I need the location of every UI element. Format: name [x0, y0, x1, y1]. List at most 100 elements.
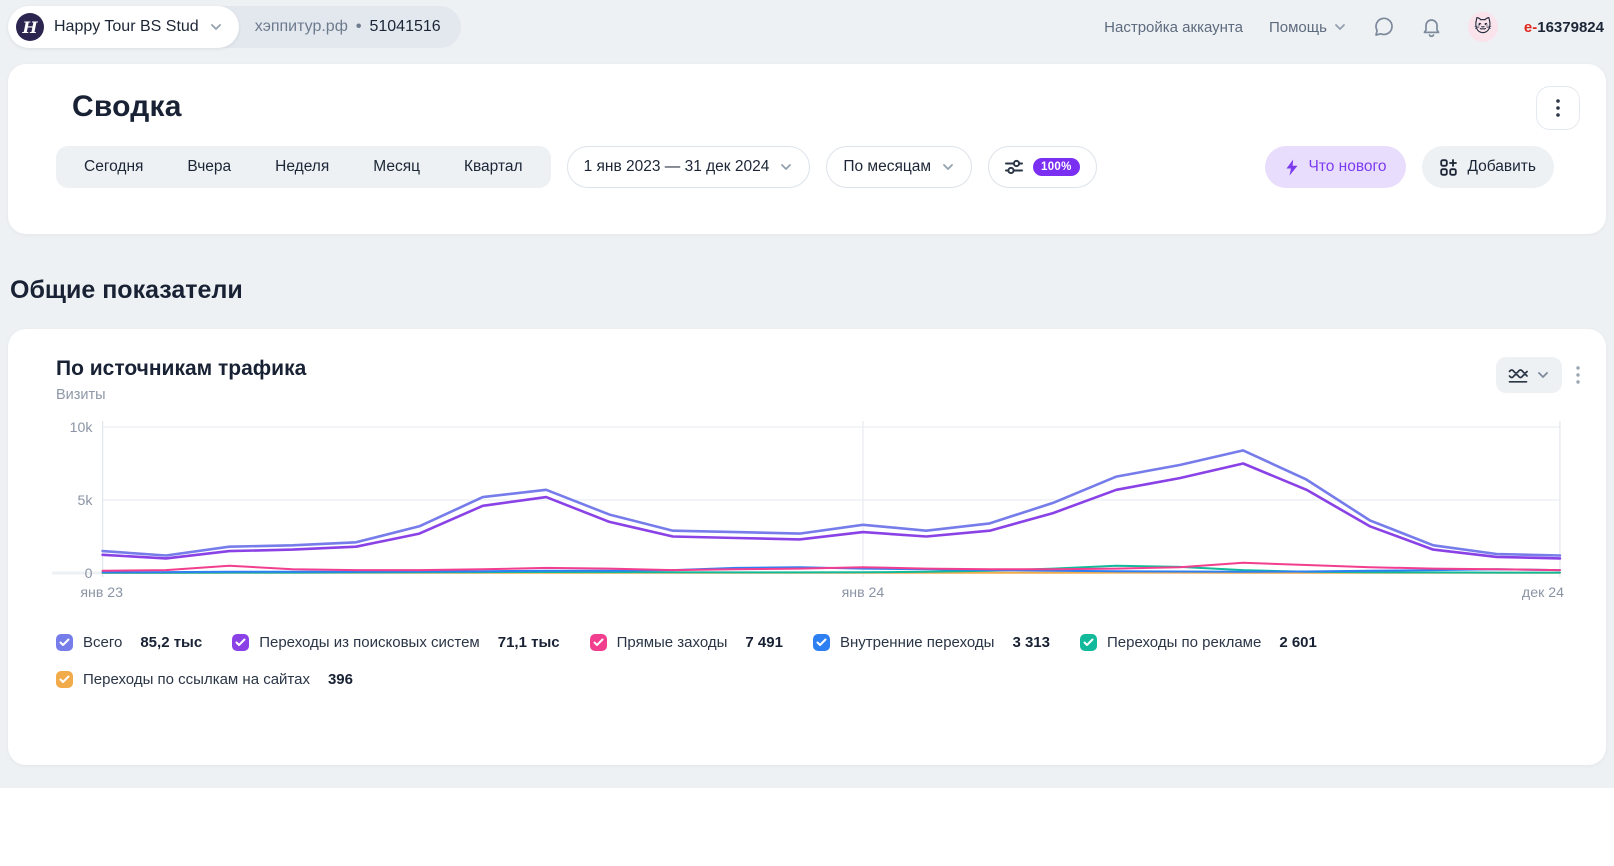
legend-checkbox[interactable]	[590, 634, 607, 651]
date-range-selector[interactable]: 1 янв 2023 — 31 дек 2024	[567, 146, 811, 188]
series-line-2	[103, 563, 1560, 571]
counter-id: 51041516	[369, 18, 440, 36]
period-tab-month[interactable]: Месяц	[351, 146, 442, 188]
counter-selector[interactable]: H Happy Tour BS Stud	[8, 6, 239, 48]
legend-checkbox[interactable]	[813, 634, 830, 651]
series-line-0	[103, 450, 1560, 555]
traffic-line-chart: 0 5k 10k янв 23 янв 24 дек 24	[52, 421, 1566, 603]
legend-item-4[interactable]: Переходы по рекламе 2 601	[1080, 634, 1317, 651]
sliders-icon	[1005, 159, 1023, 175]
whats-new-button[interactable]: Что нового	[1265, 146, 1407, 188]
legend-item-0[interactable]: Всего 85,2 тыс	[56, 634, 202, 651]
chevron-down-icon	[779, 160, 793, 174]
legend-value: 3 313	[1012, 634, 1050, 651]
summary-header-card: Сводка Сегодня Вчера Неделя Месяц Кварта…	[8, 64, 1606, 234]
legend-checkbox[interactable]	[232, 634, 249, 651]
line-chart-type-icon	[1508, 367, 1528, 384]
kebab-icon	[1556, 99, 1560, 117]
y-tick-label: 5k	[78, 492, 94, 508]
legend-value: 396	[328, 671, 353, 688]
x-tick-label: янв 23	[80, 584, 123, 600]
counter-switcher-group: H Happy Tour BS Stud хэппитур.рф • 51041…	[8, 6, 461, 48]
sampling-settings[interactable]: 100%	[988, 146, 1097, 188]
kebab-icon	[1576, 366, 1580, 384]
x-tick-label: янв 24	[842, 584, 885, 600]
help-menu[interactable]: Помощь	[1269, 19, 1347, 36]
chart-area: 0 5k 10k янв 23 янв 24 дек 24	[52, 421, 1566, 608]
check-icon	[59, 675, 70, 684]
chevron-down-icon	[941, 160, 955, 174]
help-label: Помощь	[1269, 19, 1327, 36]
legend-label: Переходы по рекламе	[1107, 634, 1261, 651]
granularity-selector[interactable]: По месяцам	[826, 146, 972, 188]
legend-label: Всего	[83, 634, 122, 651]
avatar-emoji: 🐱	[1474, 17, 1492, 37]
account-settings-link[interactable]: Настройка аккаунта	[1104, 19, 1243, 36]
legend-checkbox[interactable]	[1080, 634, 1097, 651]
legend-checkbox[interactable]	[56, 671, 73, 688]
chevron-down-icon	[209, 20, 223, 34]
sampling-badge: 100%	[1033, 158, 1080, 176]
granularity-value: По месяцам	[843, 158, 931, 176]
legend-value: 2 601	[1279, 634, 1317, 651]
summary-kebab-menu[interactable]	[1536, 86, 1580, 130]
legend-label: Переходы из поисковых систем	[259, 634, 480, 651]
page-background: H Happy Tour BS Stud хэппитур.рф • 51041…	[0, 0, 1614, 788]
legend-label: Внутренние переходы	[840, 634, 995, 651]
happy-tour-logo-icon: H	[16, 13, 44, 41]
add-label: Добавить	[1467, 158, 1536, 176]
period-tab-quarter[interactable]: Квартал	[442, 146, 545, 188]
legend-label: Переходы по ссылкам на сайтах	[83, 671, 310, 688]
chart-legend: Всего 85,2 тыс Переходы из поисковых систе…	[56, 634, 1554, 688]
check-icon	[593, 638, 604, 647]
notifications-bell-icon[interactable]	[1421, 16, 1442, 38]
legend-value: 85,2 тыс	[140, 634, 202, 651]
filter-row: Сегодня Вчера Неделя Месяц Квартал 1 янв…	[56, 146, 1554, 188]
period-tab-yesterday[interactable]: Вчера	[165, 146, 253, 188]
legend-item-5[interactable]: Переходы по ссылкам на сайтах 396	[56, 671, 353, 688]
chart-subtitle: Визиты	[56, 387, 306, 403]
user-avatar[interactable]: 🐱	[1468, 12, 1498, 42]
check-icon	[1083, 638, 1094, 647]
check-icon	[59, 638, 70, 647]
legend-item-1[interactable]: Переходы из поисковых систем 71,1 тыс	[232, 634, 559, 651]
period-tab-today[interactable]: Сегодня	[62, 146, 165, 188]
chevron-down-icon	[1333, 20, 1347, 34]
x-tick-label: дек 24	[1522, 584, 1564, 600]
chart-type-selector[interactable]	[1496, 357, 1562, 393]
check-icon	[235, 638, 246, 647]
y-tick-label: 10k	[70, 421, 94, 435]
site-host: хэппитур.рф	[255, 18, 348, 36]
legend-item-2[interactable]: Прямые заходы 7 491	[590, 634, 783, 651]
date-range-value: 1 янв 2023 — 31 дек 2024	[584, 158, 770, 176]
legend-checkbox[interactable]	[56, 634, 73, 651]
lightning-bolt-icon	[1285, 159, 1299, 176]
add-widget-icon	[1440, 159, 1457, 176]
topbar: H Happy Tour BS Stud хэппитур.рф • 51041…	[0, 0, 1614, 50]
period-tab-week[interactable]: Неделя	[253, 146, 351, 188]
traffic-sources-card: По источникам трафика Визиты 0 5k 10k янв 2…	[8, 329, 1606, 765]
user-login[interactable]: e-16379824	[1524, 19, 1604, 36]
add-widget-button[interactable]: Добавить	[1422, 146, 1554, 188]
legend-value: 7 491	[745, 634, 783, 651]
period-tabs: Сегодня Вчера Неделя Месяц Квартал	[56, 146, 551, 188]
chevron-down-icon	[1536, 368, 1550, 382]
legend-value: 71,1 тыс	[498, 634, 560, 651]
counter-site-info[interactable]: хэппитур.рф • 51041516	[239, 18, 461, 36]
login-number: 16379824	[1537, 19, 1604, 36]
counter-name: Happy Tour BS Stud	[54, 18, 199, 36]
legend-label: Прямые заходы	[617, 634, 728, 651]
chart-header: По источникам трафика Визиты	[8, 357, 1580, 403]
chat-icon[interactable]	[1373, 16, 1395, 38]
chart-titles: По источникам трафика Визиты	[56, 357, 306, 403]
chart-title: По источникам трафика	[56, 357, 306, 381]
page-title: Сводка	[72, 90, 1580, 124]
section-title: Общие показатели	[10, 276, 1614, 305]
topbar-right: Настройка аккаунта Помощь 🐱 e-16379824	[1104, 12, 1604, 42]
legend-item-3[interactable]: Внутренние переходы 3 313	[813, 634, 1050, 651]
chart-kebab-menu[interactable]	[1576, 366, 1580, 384]
whats-new-label: Что нового	[1309, 158, 1387, 176]
y-tick-label: 0	[85, 565, 93, 581]
login-prefix: e-	[1524, 19, 1537, 36]
check-icon	[816, 638, 827, 647]
